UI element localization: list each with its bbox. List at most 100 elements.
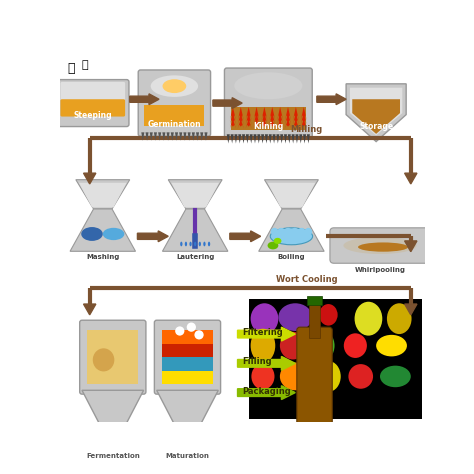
Polygon shape	[237, 119, 244, 128]
Polygon shape	[246, 113, 252, 125]
Polygon shape	[230, 134, 234, 144]
Ellipse shape	[203, 242, 206, 246]
Polygon shape	[154, 132, 157, 141]
FancyBboxPatch shape	[56, 80, 129, 127]
Ellipse shape	[358, 242, 408, 252]
Text: Whirlpooling: Whirlpooling	[355, 267, 405, 273]
Polygon shape	[257, 134, 260, 144]
FancyArrow shape	[237, 356, 295, 370]
FancyArrow shape	[230, 231, 261, 242]
Polygon shape	[264, 180, 319, 209]
Polygon shape	[261, 113, 267, 125]
Polygon shape	[299, 134, 302, 144]
Polygon shape	[301, 113, 307, 125]
Text: Fermentation: Fermentation	[86, 454, 140, 459]
Text: Filling: Filling	[242, 357, 272, 366]
Ellipse shape	[344, 333, 367, 358]
Bar	[162, 330, 213, 344]
Polygon shape	[227, 134, 230, 144]
Text: Mashing: Mashing	[86, 255, 119, 260]
FancyArrow shape	[405, 241, 417, 252]
Ellipse shape	[280, 363, 310, 390]
Ellipse shape	[376, 335, 407, 356]
Bar	[162, 330, 213, 384]
FancyArrow shape	[405, 173, 417, 184]
Polygon shape	[146, 132, 148, 141]
FancyBboxPatch shape	[80, 320, 146, 394]
Polygon shape	[238, 134, 241, 144]
Ellipse shape	[310, 330, 335, 361]
Polygon shape	[295, 134, 299, 144]
Polygon shape	[76, 180, 130, 209]
Ellipse shape	[280, 332, 306, 359]
FancyArrow shape	[317, 94, 346, 105]
Ellipse shape	[208, 242, 210, 246]
Polygon shape	[242, 134, 245, 144]
Ellipse shape	[348, 364, 373, 389]
Ellipse shape	[273, 238, 282, 244]
Ellipse shape	[81, 227, 103, 241]
Polygon shape	[175, 132, 178, 141]
Ellipse shape	[277, 228, 285, 236]
FancyArrow shape	[237, 327, 295, 341]
Text: Wort Cooling: Wort Cooling	[276, 275, 337, 284]
Ellipse shape	[251, 303, 278, 334]
Polygon shape	[301, 107, 307, 121]
FancyArrow shape	[405, 304, 417, 315]
FancyArrow shape	[83, 173, 96, 184]
Polygon shape	[277, 119, 283, 128]
Ellipse shape	[163, 79, 186, 93]
Ellipse shape	[284, 228, 292, 236]
Polygon shape	[269, 113, 275, 125]
Text: 🌾: 🌾	[67, 62, 75, 74]
Polygon shape	[292, 134, 295, 144]
Polygon shape	[303, 134, 306, 144]
Polygon shape	[293, 119, 299, 128]
Polygon shape	[346, 84, 406, 142]
Text: Lautering: Lautering	[176, 255, 214, 260]
Ellipse shape	[298, 228, 305, 236]
FancyBboxPatch shape	[155, 320, 220, 394]
Ellipse shape	[190, 242, 191, 246]
Polygon shape	[204, 132, 208, 141]
Bar	[231, 107, 306, 130]
Polygon shape	[277, 107, 283, 121]
Polygon shape	[269, 119, 275, 128]
Bar	[87, 330, 138, 384]
Polygon shape	[301, 119, 307, 128]
Bar	[249, 300, 422, 419]
Polygon shape	[188, 132, 191, 141]
Ellipse shape	[304, 228, 312, 236]
Text: Maturation: Maturation	[165, 454, 210, 459]
Text: Packaging: Packaging	[242, 387, 291, 396]
Polygon shape	[162, 132, 165, 141]
Text: Steeping: Steeping	[73, 111, 112, 120]
Polygon shape	[269, 134, 272, 144]
Text: Filtering: Filtering	[242, 328, 283, 337]
Polygon shape	[265, 134, 268, 144]
Polygon shape	[277, 113, 283, 125]
Ellipse shape	[274, 232, 309, 244]
FancyBboxPatch shape	[330, 228, 430, 263]
Ellipse shape	[151, 75, 198, 97]
Polygon shape	[293, 107, 299, 121]
FancyArrow shape	[237, 386, 295, 400]
Polygon shape	[158, 132, 161, 141]
Polygon shape	[237, 113, 244, 125]
Polygon shape	[246, 107, 252, 121]
FancyArrow shape	[213, 98, 242, 109]
FancyBboxPatch shape	[61, 99, 125, 117]
Polygon shape	[171, 132, 174, 141]
Ellipse shape	[355, 302, 383, 336]
Polygon shape	[352, 99, 400, 134]
Ellipse shape	[380, 365, 411, 387]
Ellipse shape	[319, 304, 337, 326]
Polygon shape	[171, 183, 219, 208]
Text: Milling: Milling	[291, 125, 323, 134]
Text: Germination: Germination	[147, 120, 201, 129]
Text: Storage: Storage	[359, 122, 393, 131]
Polygon shape	[183, 132, 186, 141]
Polygon shape	[254, 119, 260, 128]
Polygon shape	[350, 88, 402, 136]
Polygon shape	[168, 180, 222, 209]
